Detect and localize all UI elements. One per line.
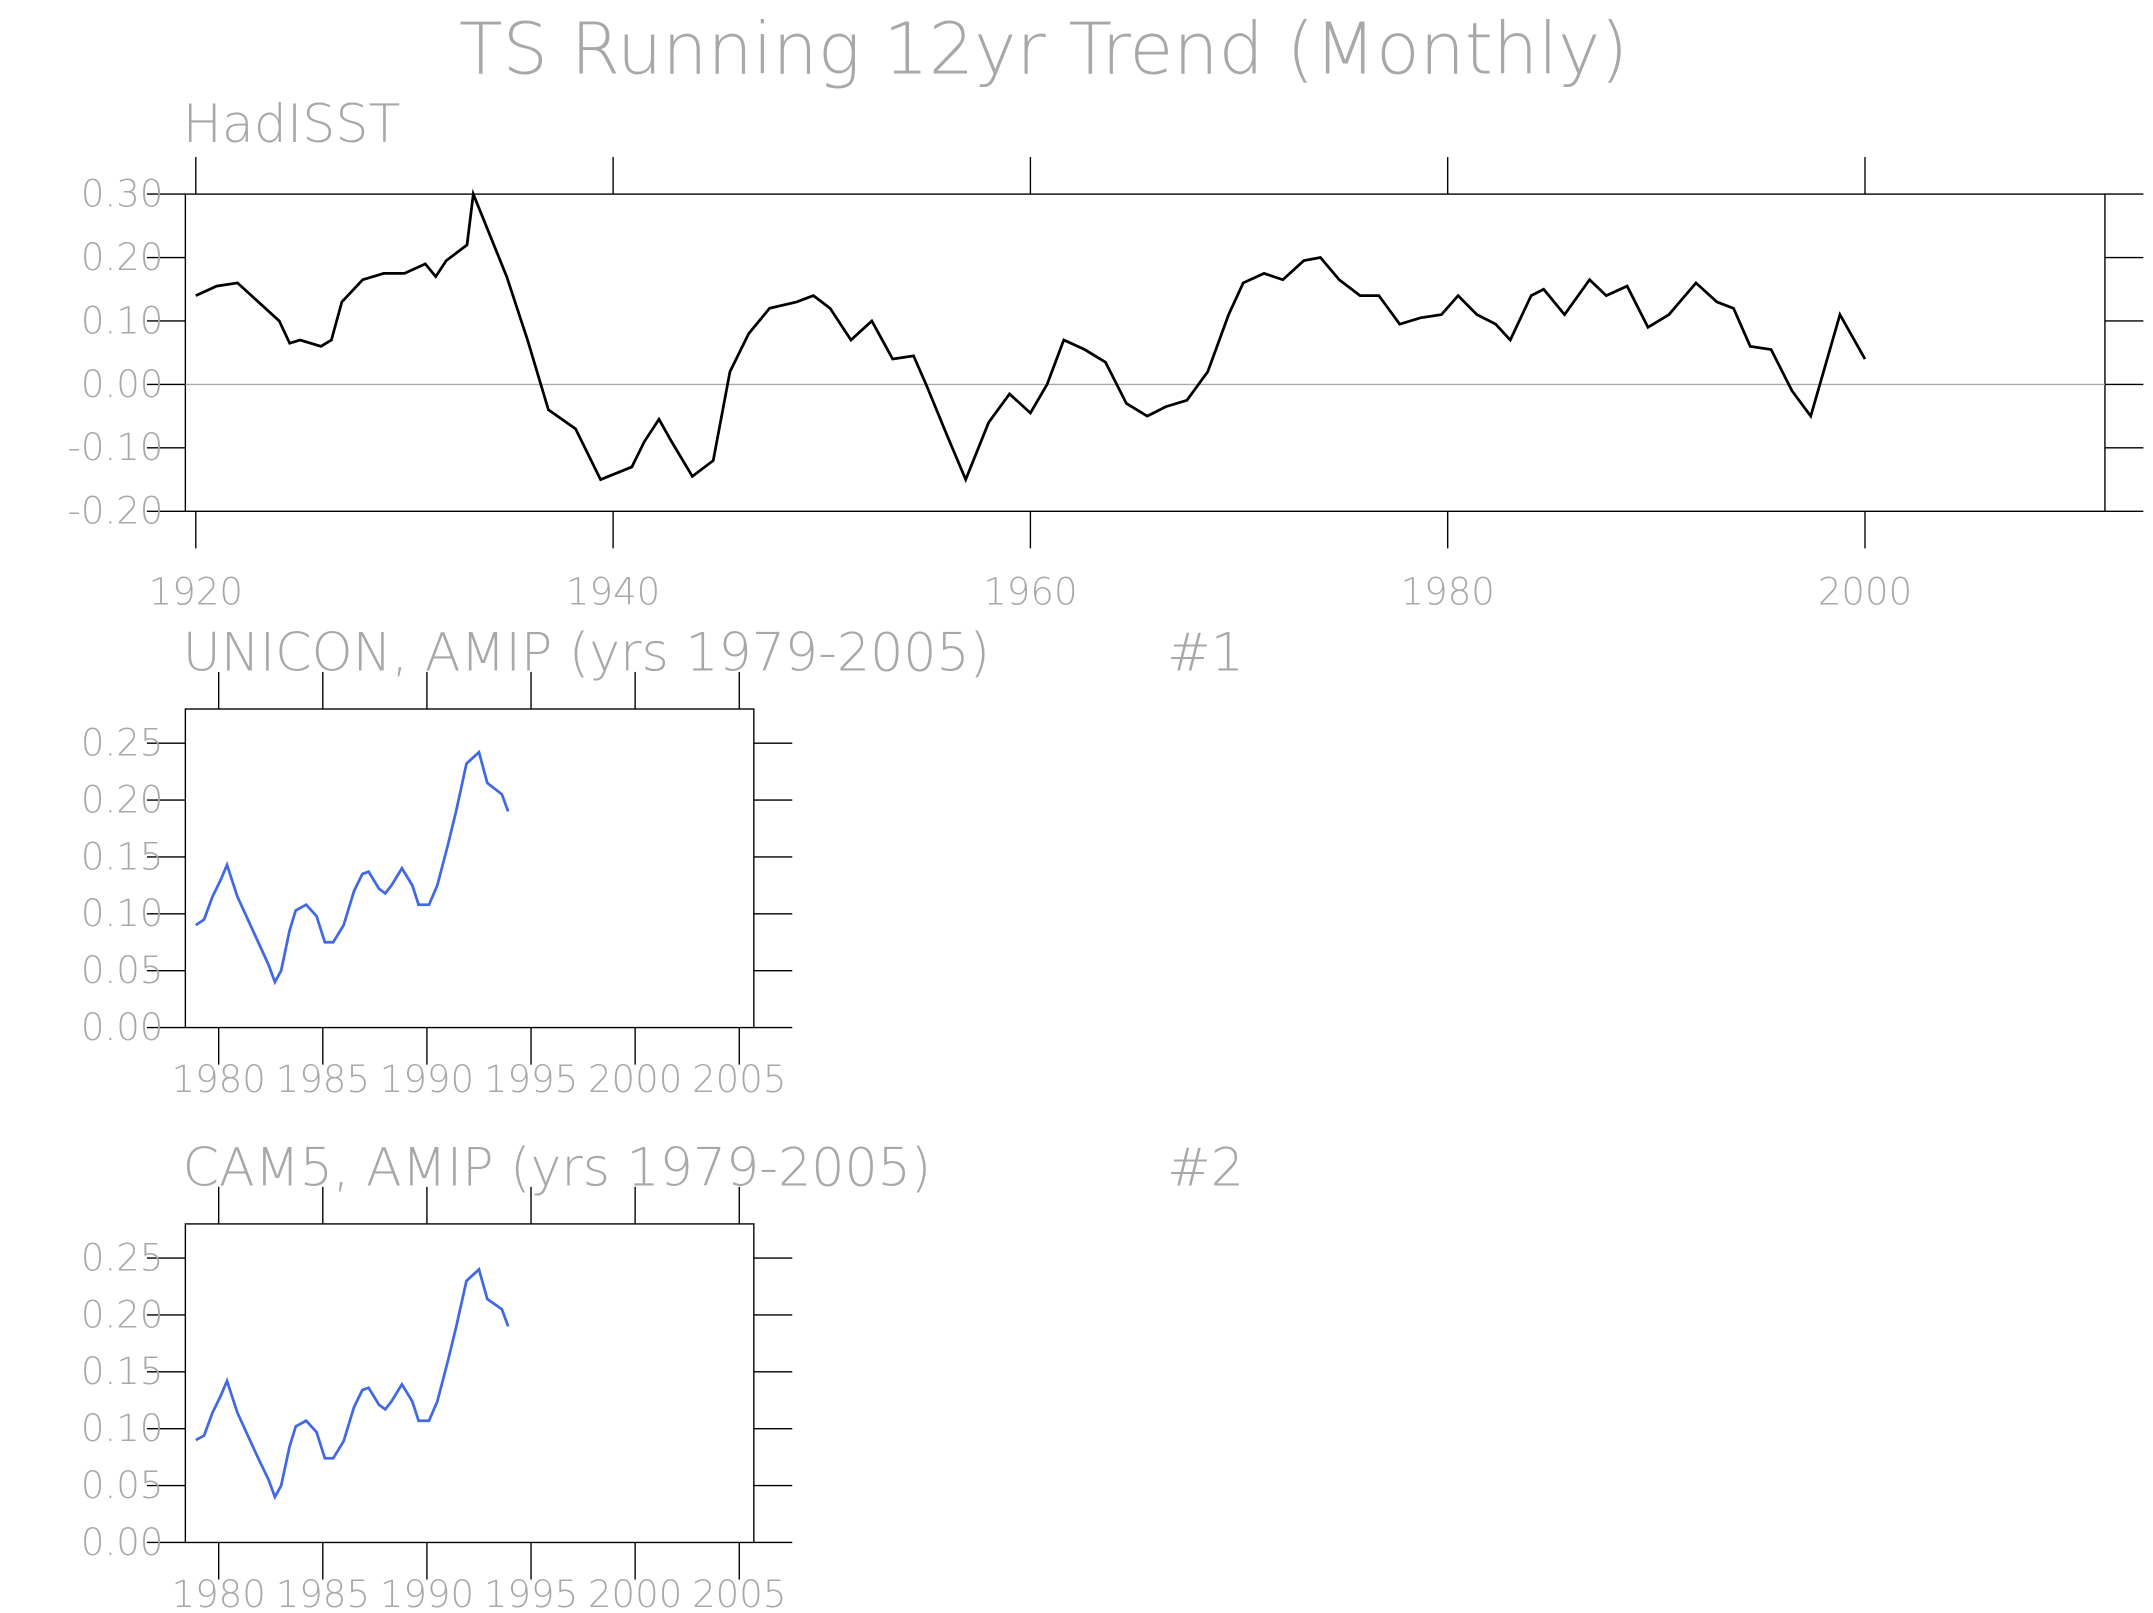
y-tick-label: -0.20 [67, 490, 163, 533]
x-tick-label: 1980 [1401, 571, 1495, 614]
x-tick-label: 1990 [380, 1058, 474, 1101]
x-tick-label: 1990 [380, 1573, 474, 1613]
plot-frame [184, 708, 755, 1029]
x-tick-label: 2000 [1818, 571, 1912, 614]
x-tick-label: 2000 [588, 1573, 682, 1613]
y-tick-label: 0.05 [81, 1464, 164, 1507]
chart-title: CAM5, AMIP (yrs 1979-2005) [183, 1138, 932, 1198]
y-tick-label: 0.00 [81, 1521, 164, 1564]
x-tick-label: 1980 [172, 1058, 266, 1101]
y-tick-label: 0.00 [81, 1006, 164, 1049]
x-tick-label: 1920 [149, 571, 243, 614]
chart-title: UNICON, AMIP (yrs 1979-2005) [183, 624, 990, 684]
y-tick-label: 0.20 [81, 236, 164, 279]
y-tick-label: 0.25 [81, 1236, 164, 1279]
y-tick-label: 0.10 [81, 1407, 164, 1450]
y-tick-label: 0.15 [81, 1350, 164, 1393]
y-tick-label: -0.10 [67, 426, 163, 469]
y-tick-label: 0.00 [81, 363, 164, 406]
x-tick-label: 1985 [276, 1573, 370, 1613]
x-tick-label: 1985 [276, 1058, 370, 1101]
y-tick-label: 0.25 [81, 721, 164, 764]
annotation: #2 [1167, 1138, 1244, 1198]
x-tick-label: 2005 [692, 1573, 786, 1613]
x-tick-label: 2000 [588, 1058, 682, 1101]
x-tick-label: 1995 [484, 1573, 578, 1613]
plot-frame [184, 1223, 755, 1544]
annotation: #1 [1167, 624, 1244, 684]
x-tick-label: 1940 [566, 571, 660, 614]
x-tick-label: 2005 [692, 1058, 786, 1101]
chart-title: HadISST [183, 95, 401, 155]
y-tick-label: 0.20 [81, 1293, 164, 1336]
figure-title: TS Running 12yr Trend (Monthly) [459, 7, 1628, 90]
x-tick-label: 1995 [484, 1058, 578, 1101]
x-tick-label: 1960 [983, 571, 1077, 614]
y-tick-label: 0.05 [81, 949, 164, 992]
x-tick-label: 1980 [172, 1573, 266, 1613]
y-tick-label: 0.10 [81, 299, 164, 342]
data-line [195, 188, 1867, 484]
plot-frame [184, 193, 2106, 512]
y-tick-label: 0.15 [81, 835, 164, 878]
y-tick-label: 0.10 [81, 892, 164, 935]
y-tick-label: 0.30 [81, 172, 164, 215]
data-line [195, 1266, 510, 1501]
y-tick-label: 0.20 [81, 778, 164, 821]
data-line [195, 749, 510, 986]
